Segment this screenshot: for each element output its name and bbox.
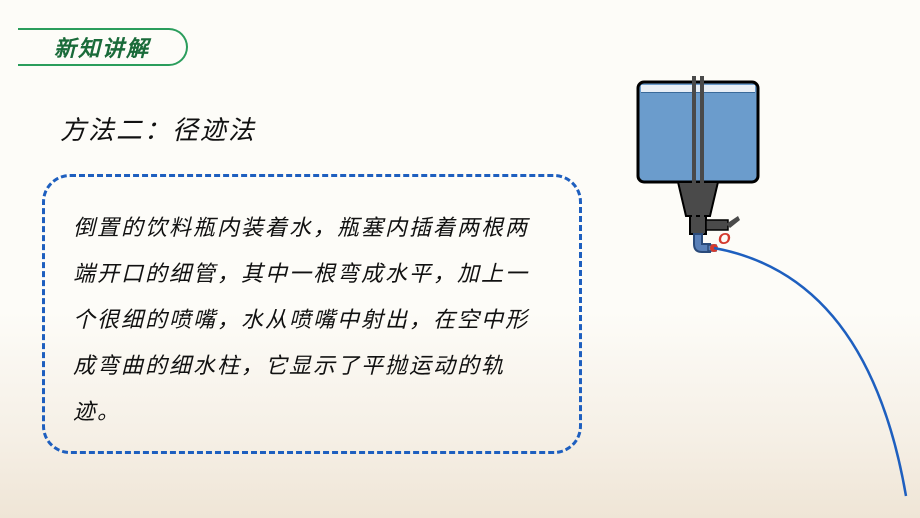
tube-left-top bbox=[692, 76, 696, 88]
bottle-body bbox=[638, 82, 758, 182]
description-text: 倒置的饮料瓶内装着水，瓶塞内插着两根两端开口的细管，其中一根弯成水平，加上一个很… bbox=[73, 205, 551, 435]
section-tag-label: 新知讲解 bbox=[54, 31, 150, 63]
tube-right-top bbox=[700, 76, 704, 88]
bottle-neck bbox=[678, 182, 718, 216]
method-subtitle: 方法二：径迹法 bbox=[60, 110, 256, 147]
section-tag: 新知讲解 bbox=[18, 28, 188, 66]
description-box: 倒置的饮料瓶内装着水，瓶塞内插着两根两端开口的细管，其中一根弯成水平，加上一个很… bbox=[42, 174, 582, 454]
tube-right bbox=[700, 88, 704, 234]
origin-label: O bbox=[718, 231, 731, 248]
water-trajectory bbox=[714, 248, 906, 496]
apparatus-diagram: O bbox=[618, 76, 908, 516]
air-gap bbox=[641, 85, 755, 92]
valve-body bbox=[706, 220, 728, 230]
tube-left bbox=[692, 88, 696, 218]
